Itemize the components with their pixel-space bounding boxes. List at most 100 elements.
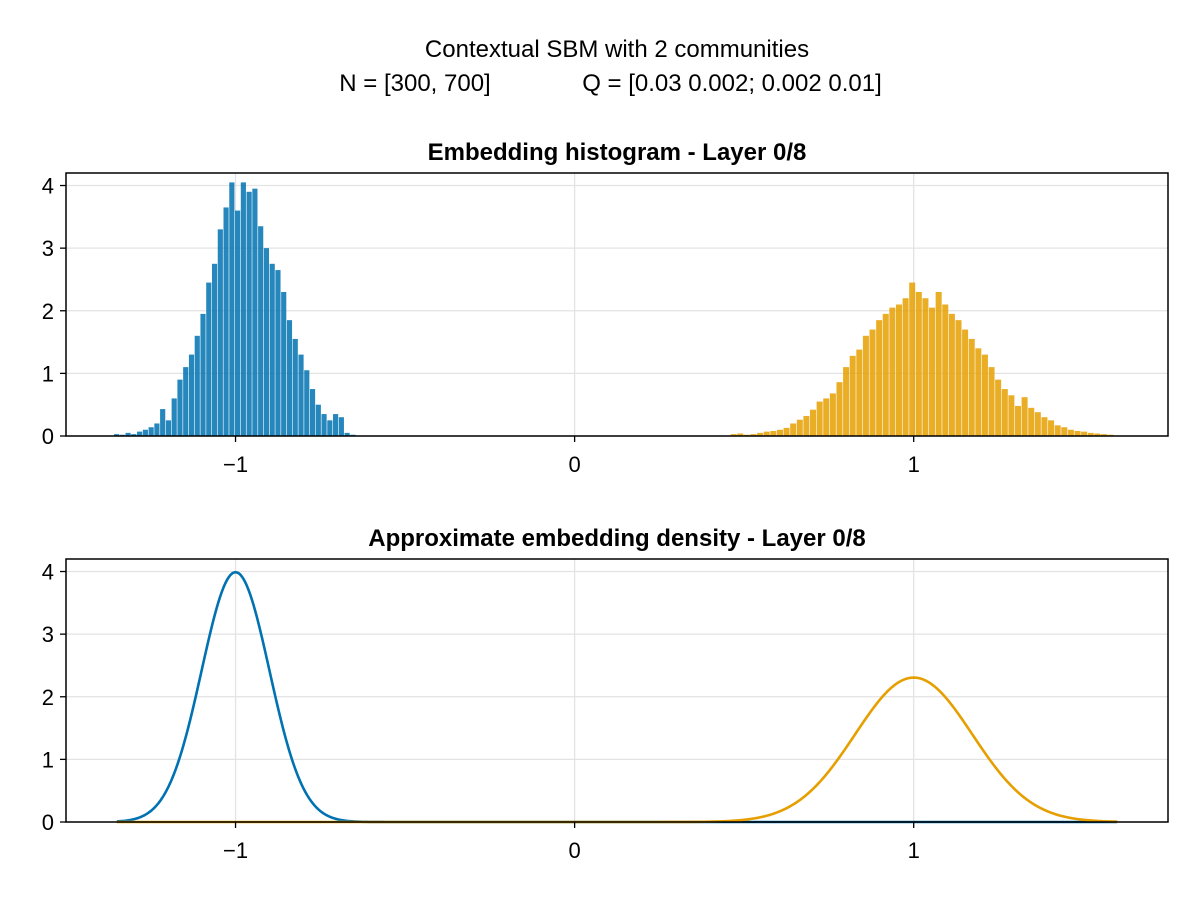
histogram-bar (252, 188, 258, 436)
histogram-bar (1074, 430, 1081, 436)
histogram-bar (935, 291, 942, 436)
histogram-bar (177, 379, 183, 436)
histogram-bar (929, 307, 936, 436)
histogram-bar (750, 434, 757, 436)
histogram-bar (810, 409, 817, 436)
histogram-bar (229, 182, 235, 436)
histogram-bar (188, 354, 195, 436)
plot-frame (65, 172, 1169, 437)
histogram-bar (836, 382, 843, 436)
histogram-bar (915, 291, 922, 436)
histogram-bar (286, 320, 293, 436)
histogram-bar (148, 427, 154, 436)
y-tick-label: 0 (42, 424, 54, 449)
histogram-bar (843, 367, 850, 436)
histogram-bar (1087, 432, 1094, 436)
histogram-bar (995, 379, 1002, 436)
density-title: Approximate embedding density - Layer 0/… (368, 525, 865, 552)
histogram-bar (1067, 429, 1074, 436)
density-line (116, 676, 1118, 824)
histogram-bar (131, 434, 137, 436)
histogram-bar (895, 304, 902, 436)
x-tick-label: −1 (223, 838, 248, 863)
histogram-bar (165, 420, 172, 436)
y-tick-label: 4 (42, 560, 54, 585)
histogram-bar (1001, 389, 1008, 436)
histogram-bar (200, 313, 206, 436)
histogram-bar (902, 298, 909, 436)
histogram-bar (1041, 417, 1048, 436)
histogram-panel: Embedding histogram - Layer 0/8 −1 0 1 0 1 2 3… (42, 139, 1169, 477)
plot-frame (65, 558, 1169, 823)
histogram-bar (942, 304, 949, 436)
histogram-bar (206, 282, 212, 436)
figure-title-line2-left: N = [300, 700] (339, 70, 490, 97)
histogram-bar (1021, 397, 1028, 436)
y-tick-label: 4 (42, 174, 54, 199)
histogram-bar (882, 313, 889, 436)
histogram-bar (298, 354, 304, 436)
histogram-bar (922, 298, 929, 436)
histogram-bar (1034, 412, 1041, 436)
histogram-bar (1054, 425, 1061, 436)
histogram-bar (304, 370, 310, 436)
histogram-bar (137, 431, 143, 436)
histogram-bar (849, 355, 856, 436)
figure-title-line2-right: Q = [0.03 0.002; 0.002 0.01] (582, 70, 882, 97)
histogram-bar (803, 415, 810, 436)
y-tick-label: 3 (42, 236, 54, 261)
histogram-bar (776, 429, 783, 436)
histogram-bar (125, 432, 131, 436)
histogram-bar (1008, 395, 1015, 436)
histogram-bar (783, 427, 790, 436)
histogram-title: Embedding histogram - Layer 0/8 (428, 139, 807, 166)
histogram-bar (1100, 434, 1107, 436)
histogram-bar (790, 423, 797, 436)
histogram-bar (292, 338, 298, 436)
y-tick-label: 0 (42, 810, 54, 835)
histogram-bar (309, 389, 316, 436)
histogram-bar (975, 348, 982, 436)
histogram-bar (829, 393, 836, 436)
histogram-bar (968, 338, 975, 436)
histogram-bar (235, 210, 241, 436)
histogram-bar (816, 401, 823, 436)
histogram-bar (333, 414, 339, 436)
y-tick-label: 1 (42, 747, 54, 772)
histogram-bar (1014, 405, 1021, 436)
histogram-bar (321, 414, 327, 436)
histogram-bar (344, 432, 350, 436)
histogram-bar (154, 423, 160, 436)
histogram-bar (876, 320, 883, 436)
histogram-bar (988, 367, 995, 436)
histogram-bar (948, 313, 955, 436)
histogram-bar (263, 248, 270, 436)
histogram-bar (1081, 431, 1088, 436)
histogram-bar (269, 263, 275, 436)
figure-title-line1: Contextual SBM with 2 communities (425, 36, 809, 63)
y-tick-label: 1 (42, 361, 54, 386)
histogram-bar (183, 367, 189, 436)
histogram-bar (1094, 433, 1101, 436)
x-tick-label: 1 (908, 452, 920, 477)
x-tick-label: 0 (568, 838, 580, 863)
histogram-bar (889, 307, 896, 436)
histogram-bar (770, 430, 777, 436)
histogram-bar (737, 433, 744, 436)
x-tick-label: 1 (908, 838, 920, 863)
y-tick-label: 3 (42, 622, 54, 647)
histogram-bar (275, 270, 281, 436)
histogram-bar (281, 291, 287, 436)
x-tick-label: −1 (223, 452, 248, 477)
y-tick-label: 2 (42, 685, 54, 710)
y-tick-label: 2 (42, 299, 54, 324)
histogram-bar (160, 409, 166, 436)
histogram-bar (962, 329, 969, 436)
density-panel: Approximate embedding density - Layer 0/… (42, 525, 1169, 863)
histogram-bar (981, 354, 988, 436)
histogram-bar (730, 434, 737, 436)
histogram-bar (142, 429, 148, 436)
histogram-bar (763, 431, 770, 436)
histogram-bar (258, 226, 264, 436)
